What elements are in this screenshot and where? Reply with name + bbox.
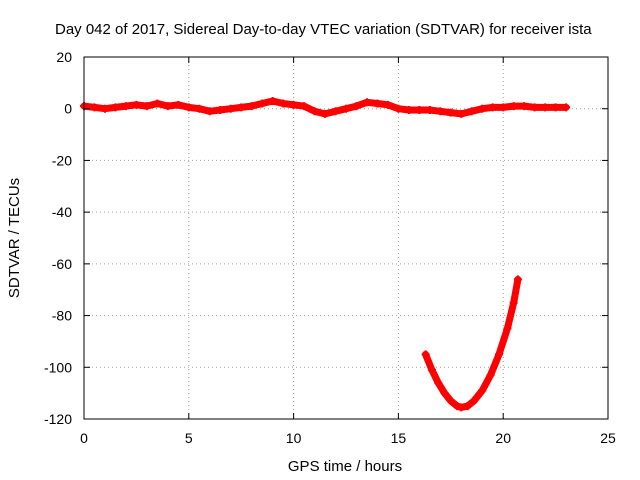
x-tick-label: 5: [185, 430, 193, 446]
y-axis-label: SDTVAR / TECUs: [6, 178, 23, 298]
y-tick-label: -80: [52, 308, 72, 324]
data-point: [503, 324, 512, 333]
data-point: [415, 106, 424, 115]
data-point: [331, 107, 340, 116]
data-point: [90, 103, 99, 112]
data-point: [195, 104, 204, 113]
data-point: [513, 275, 522, 284]
data-point: [551, 103, 560, 112]
data-point: [427, 365, 436, 374]
x-tick-label: 0: [80, 430, 88, 446]
data-point: [457, 403, 466, 412]
data-point: [247, 102, 256, 111]
ticks: 20 0 -20 -40 -60 -80 -100 -120 0 5 10 15 20 25: [44, 49, 616, 446]
data-point: [530, 103, 539, 112]
x-tick-label: 15: [391, 430, 407, 446]
x-axis-label: GPS time / hours: [288, 458, 402, 475]
x-tick-label: 10: [286, 430, 302, 446]
data-series: [80, 96, 571, 412]
data-point: [226, 104, 235, 113]
data-point: [478, 104, 487, 113]
y-tick-label: -40: [52, 204, 72, 220]
data-point: [216, 106, 225, 115]
data-point: [100, 104, 109, 113]
y-tick-label: -120: [44, 411, 72, 427]
data-point: [425, 106, 434, 115]
data-point: [434, 378, 443, 387]
data-point: [132, 100, 141, 109]
data-point: [394, 104, 403, 113]
series-line-1: [422, 275, 522, 411]
data-point: [310, 107, 319, 116]
data-point: [205, 107, 214, 116]
data-point: [499, 103, 508, 112]
data-point: [300, 102, 309, 111]
data-point: [321, 109, 330, 118]
data-point: [520, 102, 529, 111]
data-point: [121, 102, 130, 111]
y-tick-label: -60: [52, 256, 72, 272]
data-point: [174, 100, 183, 109]
data-point: [421, 350, 430, 359]
data-point: [342, 104, 350, 113]
data-point: [478, 386, 487, 395]
data-point: [509, 298, 518, 307]
data-point: [509, 102, 518, 111]
data-point: [163, 102, 172, 111]
y-tick-label: -100: [44, 359, 72, 375]
data-point: [362, 98, 371, 107]
data-point: [486, 371, 495, 380]
data-point: [404, 106, 413, 115]
data-point: [541, 103, 550, 112]
data-point: [436, 107, 445, 116]
data-point: [352, 102, 361, 111]
x-tick-label: 25: [600, 430, 616, 446]
data-point: [289, 100, 298, 109]
x-tick-label: 20: [495, 430, 511, 446]
data-point: [237, 103, 246, 112]
data-point: [142, 102, 151, 111]
data-point: [562, 103, 571, 112]
data-point: [488, 103, 497, 112]
data-point: [495, 350, 504, 359]
data-point: [258, 99, 267, 108]
data-point: [446, 108, 455, 117]
data-point: [467, 107, 476, 116]
data-point: [446, 396, 455, 405]
data-point: [463, 402, 472, 411]
plot-frame: [83, 56, 609, 420]
data-point: [184, 103, 193, 112]
data-point: [268, 96, 277, 105]
y-tick-label: 20: [56, 49, 72, 65]
data-point: [383, 100, 392, 109]
chart-title: Day 042 of 2017, Sidereal Day-to-day VTE…: [55, 21, 592, 38]
data-point: [453, 402, 462, 411]
y-tick-label: -20: [52, 152, 72, 168]
data-point: [469, 396, 478, 405]
data-point: [153, 99, 162, 108]
data-point: [279, 99, 288, 108]
data-point: [457, 109, 466, 118]
data-point: [373, 99, 382, 108]
data-point: [440, 389, 449, 398]
data-point: [111, 103, 120, 112]
y-tick-label: 0: [64, 101, 72, 117]
